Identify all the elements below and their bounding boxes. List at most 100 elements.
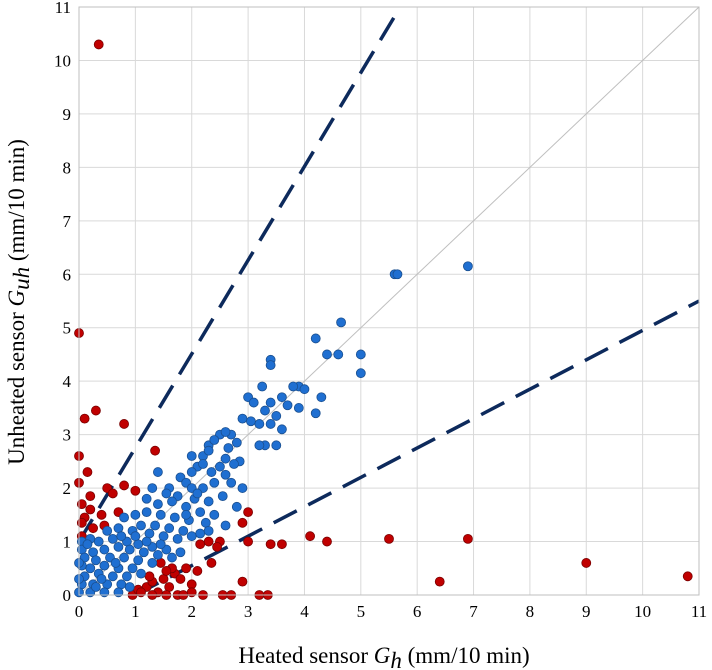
point-outside-bounds bbox=[212, 541, 222, 552]
point-within-bounds bbox=[167, 496, 177, 507]
point-within-bounds bbox=[209, 435, 220, 445]
y-tick-label: 5 bbox=[63, 319, 72, 338]
point-within-bounds bbox=[153, 499, 163, 510]
point-within-bounds bbox=[355, 349, 366, 360]
y-tick-label: 6 bbox=[63, 265, 72, 284]
point-outside-bounds bbox=[150, 445, 160, 456]
x-tick-label: 1 bbox=[131, 602, 140, 621]
point-outside-bounds bbox=[107, 488, 118, 499]
point-within-bounds bbox=[91, 555, 101, 566]
x-tick-label: 10 bbox=[634, 602, 651, 621]
y-tick-label: 4 bbox=[63, 372, 72, 391]
point-within-bounds bbox=[231, 437, 242, 448]
point-within-bounds bbox=[195, 507, 206, 518]
point-within-bounds bbox=[124, 582, 135, 592]
point-outside-bounds bbox=[161, 566, 172, 576]
gridlines bbox=[78, 6, 700, 596]
point-outside-bounds bbox=[206, 558, 217, 568]
point-within-bounds bbox=[260, 405, 270, 416]
y-axis-title-subscript: uh bbox=[9, 267, 34, 290]
x-tick-label: 5 bbox=[357, 602, 366, 621]
x-tick-label: 7 bbox=[469, 602, 478, 621]
point-outside-bounds bbox=[130, 485, 141, 496]
point-within-bounds bbox=[102, 525, 113, 536]
y-tick-label: 8 bbox=[63, 158, 72, 177]
point-within-bounds bbox=[113, 541, 124, 552]
point-within-bounds bbox=[265, 397, 276, 408]
point-outside-bounds bbox=[463, 533, 473, 544]
point-within-bounds bbox=[271, 440, 282, 451]
point-within-bounds bbox=[167, 552, 177, 563]
point-within-bounds bbox=[257, 381, 268, 392]
point-within-bounds bbox=[206, 467, 217, 477]
point-within-bounds bbox=[203, 445, 214, 456]
y-axis-title: Unheated sensor Guh (mm/10 min) bbox=[4, 139, 34, 465]
point-within-bounds bbox=[85, 563, 96, 574]
plot-frame bbox=[78, 6, 700, 596]
point-within-bounds bbox=[186, 467, 197, 477]
point-outside-bounds bbox=[82, 467, 93, 477]
point-within-bounds bbox=[186, 531, 197, 542]
y-tick-label: 3 bbox=[63, 426, 72, 445]
point-within-bounds bbox=[192, 488, 203, 499]
point-within-bounds bbox=[282, 400, 293, 411]
point-within-bounds bbox=[217, 491, 228, 502]
x-axis-title-pre: Heated sensor bbox=[238, 643, 373, 668]
x-axis-title: Heated sensor Gh (mm/10 min) bbox=[238, 643, 529, 670]
point-within-bounds bbox=[133, 555, 144, 566]
point-within-bounds bbox=[175, 547, 186, 558]
point-outside-bounds bbox=[119, 480, 129, 491]
x-tick-label: 11 bbox=[691, 602, 707, 621]
point-outside-bounds bbox=[76, 517, 87, 528]
x-tick-labels: 0 1 2 3 4 5 6 7 8 9 10 11 bbox=[75, 602, 707, 621]
point-within-bounds bbox=[248, 397, 259, 408]
point-outside-bounds bbox=[79, 413, 90, 424]
within-bounds-points bbox=[74, 261, 473, 598]
point-within-bounds bbox=[153, 550, 163, 560]
point-within-bounds bbox=[124, 544, 135, 555]
point-within-bounds bbox=[155, 539, 166, 550]
point-within-bounds bbox=[99, 544, 110, 555]
upper-bound-line bbox=[77, 6, 402, 543]
point-outside-bounds bbox=[243, 507, 253, 518]
point-outside-bounds bbox=[181, 563, 191, 574]
point-within-bounds bbox=[246, 416, 256, 427]
point-within-bounds bbox=[220, 469, 231, 480]
point-outside-bounds bbox=[85, 491, 96, 502]
point-outside-bounds bbox=[243, 536, 253, 547]
point-within-bounds bbox=[91, 582, 101, 592]
point-outside-bounds bbox=[277, 539, 287, 550]
point-within-bounds bbox=[186, 451, 197, 461]
point-outside-bounds bbox=[434, 576, 445, 587]
point-within-bounds bbox=[271, 411, 282, 421]
point-within-bounds bbox=[333, 349, 344, 360]
point-within-bounds bbox=[119, 512, 129, 523]
y-axis-title-post: (mm/10 min) bbox=[4, 139, 29, 267]
point-within-bounds bbox=[164, 523, 175, 534]
point-within-bounds bbox=[107, 571, 118, 582]
point-outside-bounds bbox=[581, 558, 592, 568]
point-within-bounds bbox=[147, 558, 158, 568]
point-within-bounds bbox=[203, 525, 214, 536]
x-tick-label: 0 bbox=[75, 602, 84, 621]
point-within-bounds bbox=[181, 509, 191, 520]
point-within-bounds bbox=[116, 531, 127, 542]
point-within-bounds bbox=[141, 507, 152, 518]
point-within-bounds bbox=[203, 496, 214, 507]
point-outside-bounds bbox=[682, 571, 693, 582]
point-outside-bounds bbox=[119, 419, 129, 429]
point-within-bounds bbox=[119, 552, 129, 563]
point-within-bounds bbox=[153, 467, 163, 477]
point-outside-bounds bbox=[305, 531, 315, 542]
point-outside-bounds bbox=[144, 571, 155, 582]
point-outside-bounds bbox=[175, 574, 186, 584]
point-within-bounds bbox=[322, 349, 332, 360]
point-within-bounds bbox=[195, 528, 206, 539]
point-within-bounds bbox=[215, 461, 225, 472]
point-within-bounds bbox=[82, 539, 93, 550]
point-within-bounds bbox=[138, 547, 149, 558]
point-outside-bounds bbox=[91, 405, 101, 416]
y-tick-label: 10 bbox=[54, 51, 71, 70]
point-within-bounds bbox=[110, 558, 121, 568]
lower-bound-line bbox=[134, 299, 700, 597]
